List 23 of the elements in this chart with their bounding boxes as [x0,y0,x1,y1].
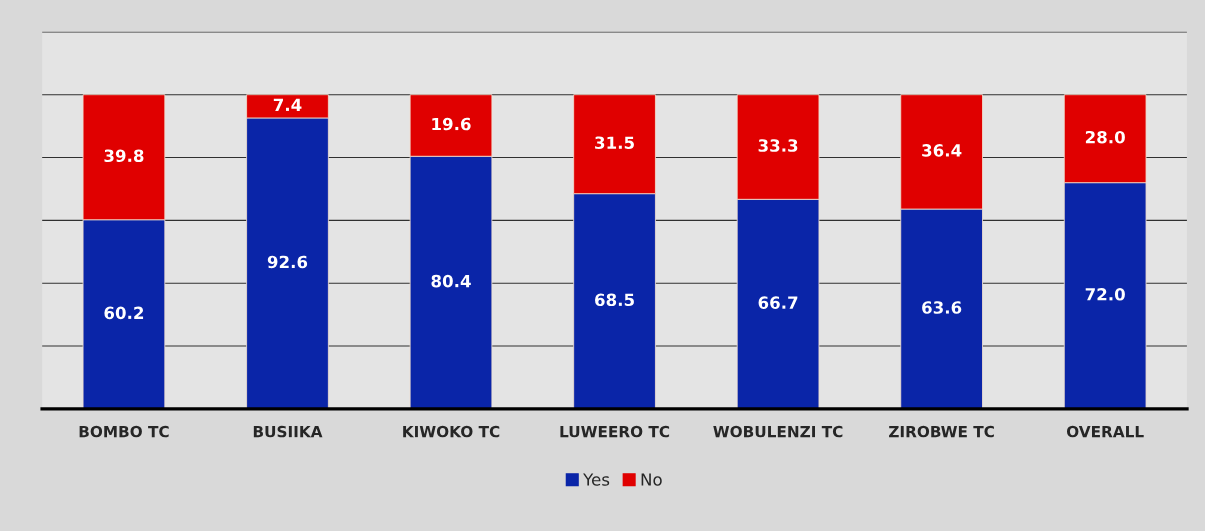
legend-label: No [641,473,662,486]
x-tick-label: BUSIIKA [253,425,323,438]
data-label: 7.4 [273,98,302,111]
x-tick-label: KIWOKO TC [403,425,500,438]
data-label: 66.7 [758,296,798,309]
x-tick-label: LUWEERO TC [560,425,670,438]
data-label: 63.6 [922,301,962,314]
data-label: 39.8 [104,149,144,163]
x-tick-label: OVERALL [1066,425,1144,438]
data-label: 33.3 [758,139,798,152]
data-label: 80.4 [431,274,471,288]
data-label: 28.0 [1085,130,1125,144]
data-label: 31.5 [595,136,634,150]
data-label: 19.6 [432,117,471,131]
x-tick-label: WOBULENZI TC [713,425,843,438]
x-tick-label: BOMBO TC [79,425,169,438]
legend-label: Yes [583,473,610,486]
x-tick-label: ZIROBWE TC [889,425,994,438]
data-label: 92.6 [267,255,308,269]
data-label: 60.2 [104,306,144,320]
data-label: 68.5 [595,293,634,307]
data-label: 72.0 [1085,288,1125,301]
data-label: 36.4 [922,144,962,157]
